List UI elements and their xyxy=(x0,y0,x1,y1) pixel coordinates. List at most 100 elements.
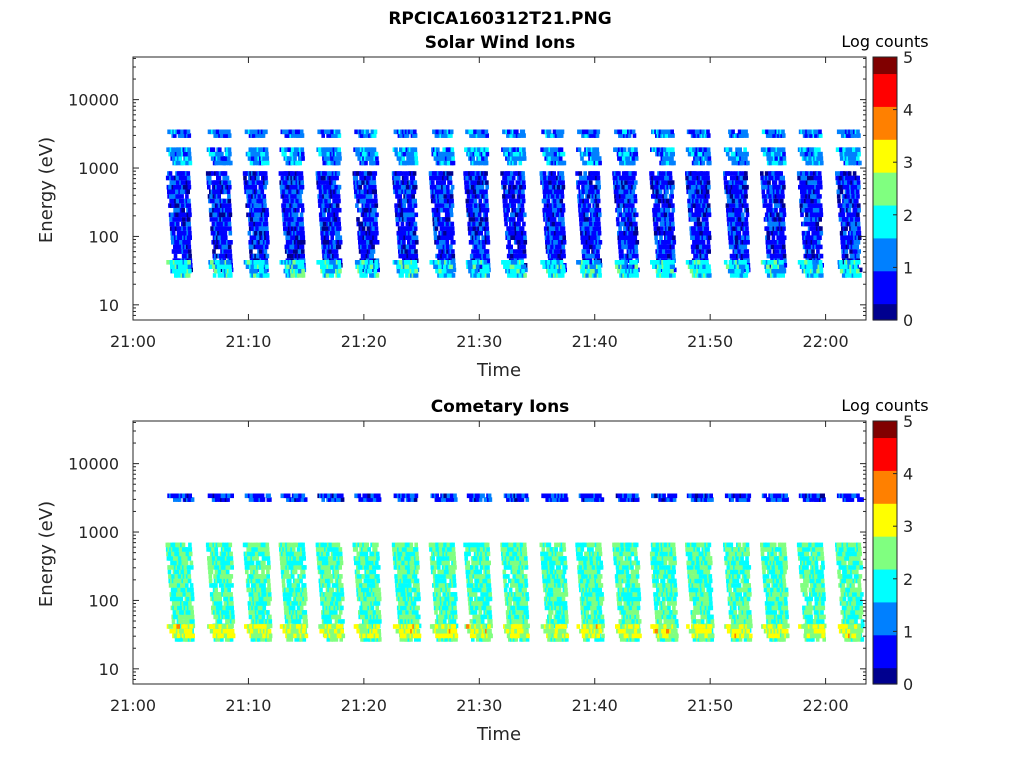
heatmap-cell xyxy=(561,207,566,213)
heatmap-cell xyxy=(733,184,738,190)
heatmap-cell xyxy=(398,156,402,161)
heatmap-cell xyxy=(228,151,232,157)
heatmap-cell xyxy=(470,184,475,190)
heatmap-cell xyxy=(406,217,411,222)
heatmap-cell xyxy=(450,184,455,190)
heatmap-cell xyxy=(449,264,453,269)
heatmap-cell xyxy=(585,212,589,218)
heatmap-cell xyxy=(738,244,743,250)
heatmap-cell xyxy=(326,133,330,138)
heatmap-cell xyxy=(265,235,270,240)
heatmap-cell xyxy=(693,217,698,222)
heatmap-cell xyxy=(561,244,566,250)
heatmap-cell xyxy=(439,207,444,213)
heatmap-cell xyxy=(188,160,193,166)
heatmap-cell xyxy=(397,184,402,190)
heatmap-cell xyxy=(187,260,191,265)
heatmap-cell xyxy=(410,151,415,157)
heatmap-cell xyxy=(403,180,408,185)
heatmap-cell xyxy=(501,260,505,265)
heatmap-cell xyxy=(581,184,585,190)
heatmap-cell xyxy=(631,189,636,195)
heatmap-cell xyxy=(228,207,232,213)
heatmap-cell xyxy=(175,212,179,218)
heatmap-cell xyxy=(295,129,299,135)
heatmap-cell xyxy=(227,260,232,265)
heatmap-cell xyxy=(171,189,176,195)
heatmap-cell xyxy=(173,207,177,213)
heatmap-cell xyxy=(187,226,192,231)
heatmap-cell xyxy=(623,264,627,269)
heatmap-cell xyxy=(668,171,673,176)
heatmap-cell xyxy=(664,244,669,250)
heatmap-cell xyxy=(440,194,444,199)
heatmap-cell xyxy=(549,268,553,274)
heatmap-cell xyxy=(229,240,233,245)
heatmap-cell xyxy=(412,230,417,236)
heatmap-cell xyxy=(486,253,490,259)
heatmap-cell xyxy=(450,203,455,208)
heatmap-cell xyxy=(249,129,254,135)
heatmap-cell xyxy=(701,260,706,265)
heatmap-cell xyxy=(262,160,267,166)
heatmap-cell xyxy=(178,235,183,240)
heatmap-cell xyxy=(478,198,483,204)
heatmap-cell xyxy=(325,268,329,274)
heatmap-cell xyxy=(561,180,565,185)
heatmap-cell xyxy=(671,244,675,250)
heatmap-cell xyxy=(261,133,266,138)
heatmap-cell xyxy=(252,133,256,138)
heatmap-cell xyxy=(446,189,450,195)
heatmap-cell xyxy=(406,189,410,195)
heatmap-cell xyxy=(512,203,517,208)
heatmap-cell xyxy=(265,264,269,269)
heatmap-cell xyxy=(327,160,331,166)
heatmap-cell xyxy=(228,226,232,231)
heatmap-cell xyxy=(589,207,594,213)
heatmap-cell xyxy=(451,253,456,259)
heatmap-cell xyxy=(671,184,675,190)
heatmap-cell xyxy=(634,230,639,236)
heatmap-cell xyxy=(731,129,735,135)
heatmap-cell xyxy=(404,212,409,218)
heatmap-cell xyxy=(662,171,666,176)
heatmap-cell xyxy=(578,171,583,176)
heatmap-cell xyxy=(228,264,232,269)
heatmap-cell xyxy=(327,212,331,218)
heatmap-cell xyxy=(413,184,418,190)
heatmap-cell xyxy=(222,212,226,218)
heatmap-cell xyxy=(256,244,261,250)
heatmap-cell xyxy=(660,184,664,190)
heatmap-cell xyxy=(205,171,210,176)
heatmap-cell xyxy=(370,253,374,259)
heatmap-cell xyxy=(661,203,665,208)
heatmap-cell xyxy=(438,264,442,269)
heatmap-cell xyxy=(168,171,173,176)
heatmap-cell xyxy=(293,156,297,161)
heatmap-cell xyxy=(618,207,622,213)
heatmap-cell xyxy=(451,230,455,236)
heatmap-cell xyxy=(451,156,455,161)
heatmap-cell xyxy=(483,175,487,181)
heatmap-cell xyxy=(286,264,290,269)
heatmap-cell xyxy=(253,160,257,166)
heatmap-cell xyxy=(448,175,453,181)
heatmap-cell xyxy=(634,180,638,185)
heatmap-cell xyxy=(227,133,232,138)
heatmap-cell xyxy=(187,198,191,204)
heatmap-cell xyxy=(323,171,328,176)
heatmap-cell xyxy=(742,230,746,236)
heatmap-cell xyxy=(549,235,554,240)
heatmap-cell xyxy=(282,198,286,204)
heatmap-cell xyxy=(288,189,292,195)
heatmap-cell xyxy=(559,260,564,265)
heatmap-cell xyxy=(671,203,675,208)
heatmap-cell xyxy=(597,230,602,236)
heatmap-cell xyxy=(358,184,363,190)
heatmap-cell xyxy=(369,180,373,185)
heatmap-cell xyxy=(587,203,592,208)
heatmap-cell xyxy=(522,264,527,269)
heatmap-cell xyxy=(443,194,448,199)
heatmap-cell xyxy=(473,198,478,204)
heatmap-cell xyxy=(482,151,486,157)
